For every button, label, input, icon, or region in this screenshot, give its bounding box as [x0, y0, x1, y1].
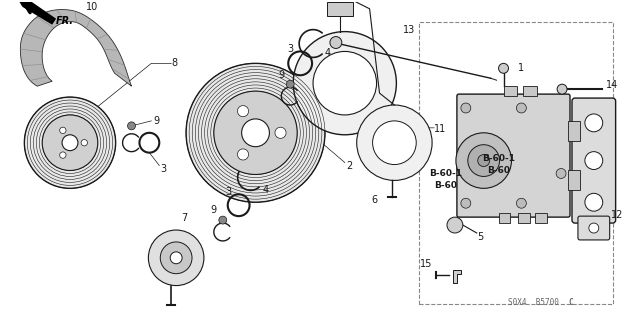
Circle shape — [557, 84, 567, 94]
Bar — [568, 121, 580, 141]
Text: 9: 9 — [153, 116, 159, 126]
Circle shape — [556, 169, 566, 179]
Circle shape — [219, 216, 227, 224]
Circle shape — [275, 127, 286, 138]
Text: 5: 5 — [477, 232, 484, 242]
Text: 13: 13 — [403, 25, 415, 35]
Text: 10: 10 — [86, 2, 98, 12]
Bar — [568, 171, 580, 190]
Circle shape — [186, 63, 325, 202]
Circle shape — [516, 103, 526, 113]
Text: 15: 15 — [420, 259, 433, 269]
Text: 6: 6 — [371, 195, 378, 205]
Circle shape — [148, 230, 204, 285]
Circle shape — [60, 127, 66, 133]
Text: B-60-1: B-60-1 — [429, 169, 463, 178]
Circle shape — [468, 145, 500, 176]
Text: 12: 12 — [611, 210, 624, 220]
Text: 8: 8 — [171, 58, 177, 68]
Circle shape — [293, 32, 396, 135]
Circle shape — [214, 91, 297, 174]
Circle shape — [237, 106, 248, 117]
FancyBboxPatch shape — [457, 94, 570, 217]
FancyBboxPatch shape — [578, 216, 610, 240]
Text: 1: 1 — [518, 63, 524, 73]
Text: B-60-1: B-60-1 — [482, 154, 515, 163]
Text: S0X4  B5700: S0X4 B5700 — [509, 299, 559, 308]
Bar — [535, 213, 547, 223]
Text: 7: 7 — [181, 213, 188, 223]
Circle shape — [447, 217, 463, 233]
Circle shape — [127, 122, 136, 130]
Text: B-60: B-60 — [487, 166, 510, 175]
Bar — [499, 213, 511, 223]
Bar — [327, 2, 353, 16]
Circle shape — [62, 135, 78, 151]
Circle shape — [516, 198, 526, 208]
Circle shape — [160, 242, 192, 274]
Circle shape — [313, 52, 376, 115]
Circle shape — [24, 97, 116, 188]
Circle shape — [242, 119, 269, 147]
Text: FR.: FR. — [56, 16, 74, 26]
Circle shape — [456, 133, 511, 188]
Bar — [518, 213, 531, 223]
Text: 3: 3 — [160, 164, 166, 173]
Polygon shape — [20, 10, 131, 86]
Bar — [419, 22, 612, 304]
Circle shape — [60, 152, 66, 158]
Polygon shape — [453, 270, 461, 283]
Text: 4: 4 — [262, 185, 269, 195]
Text: 2: 2 — [347, 161, 353, 171]
Polygon shape — [17, 0, 56, 25]
Text: 9: 9 — [278, 70, 284, 80]
Text: B-60: B-60 — [435, 181, 458, 190]
Circle shape — [237, 149, 248, 160]
Circle shape — [499, 63, 509, 73]
Bar — [504, 86, 517, 96]
Circle shape — [356, 105, 432, 180]
Circle shape — [585, 152, 603, 170]
Bar — [524, 86, 537, 96]
Circle shape — [477, 155, 490, 166]
Text: 3: 3 — [287, 44, 293, 54]
Text: 14: 14 — [605, 80, 618, 90]
Circle shape — [330, 36, 342, 48]
Circle shape — [170, 252, 182, 264]
FancyBboxPatch shape — [572, 98, 616, 223]
Circle shape — [461, 103, 471, 113]
Circle shape — [589, 223, 599, 233]
Circle shape — [461, 198, 471, 208]
Text: C: C — [568, 299, 573, 308]
Circle shape — [372, 121, 416, 164]
Circle shape — [286, 80, 294, 88]
Text: 3: 3 — [226, 187, 232, 197]
Text: 9: 9 — [211, 205, 217, 215]
Text: 4: 4 — [325, 48, 331, 59]
Circle shape — [81, 140, 88, 146]
Circle shape — [585, 193, 603, 211]
Text: 11: 11 — [434, 124, 446, 134]
Circle shape — [585, 114, 603, 132]
Circle shape — [42, 115, 98, 171]
